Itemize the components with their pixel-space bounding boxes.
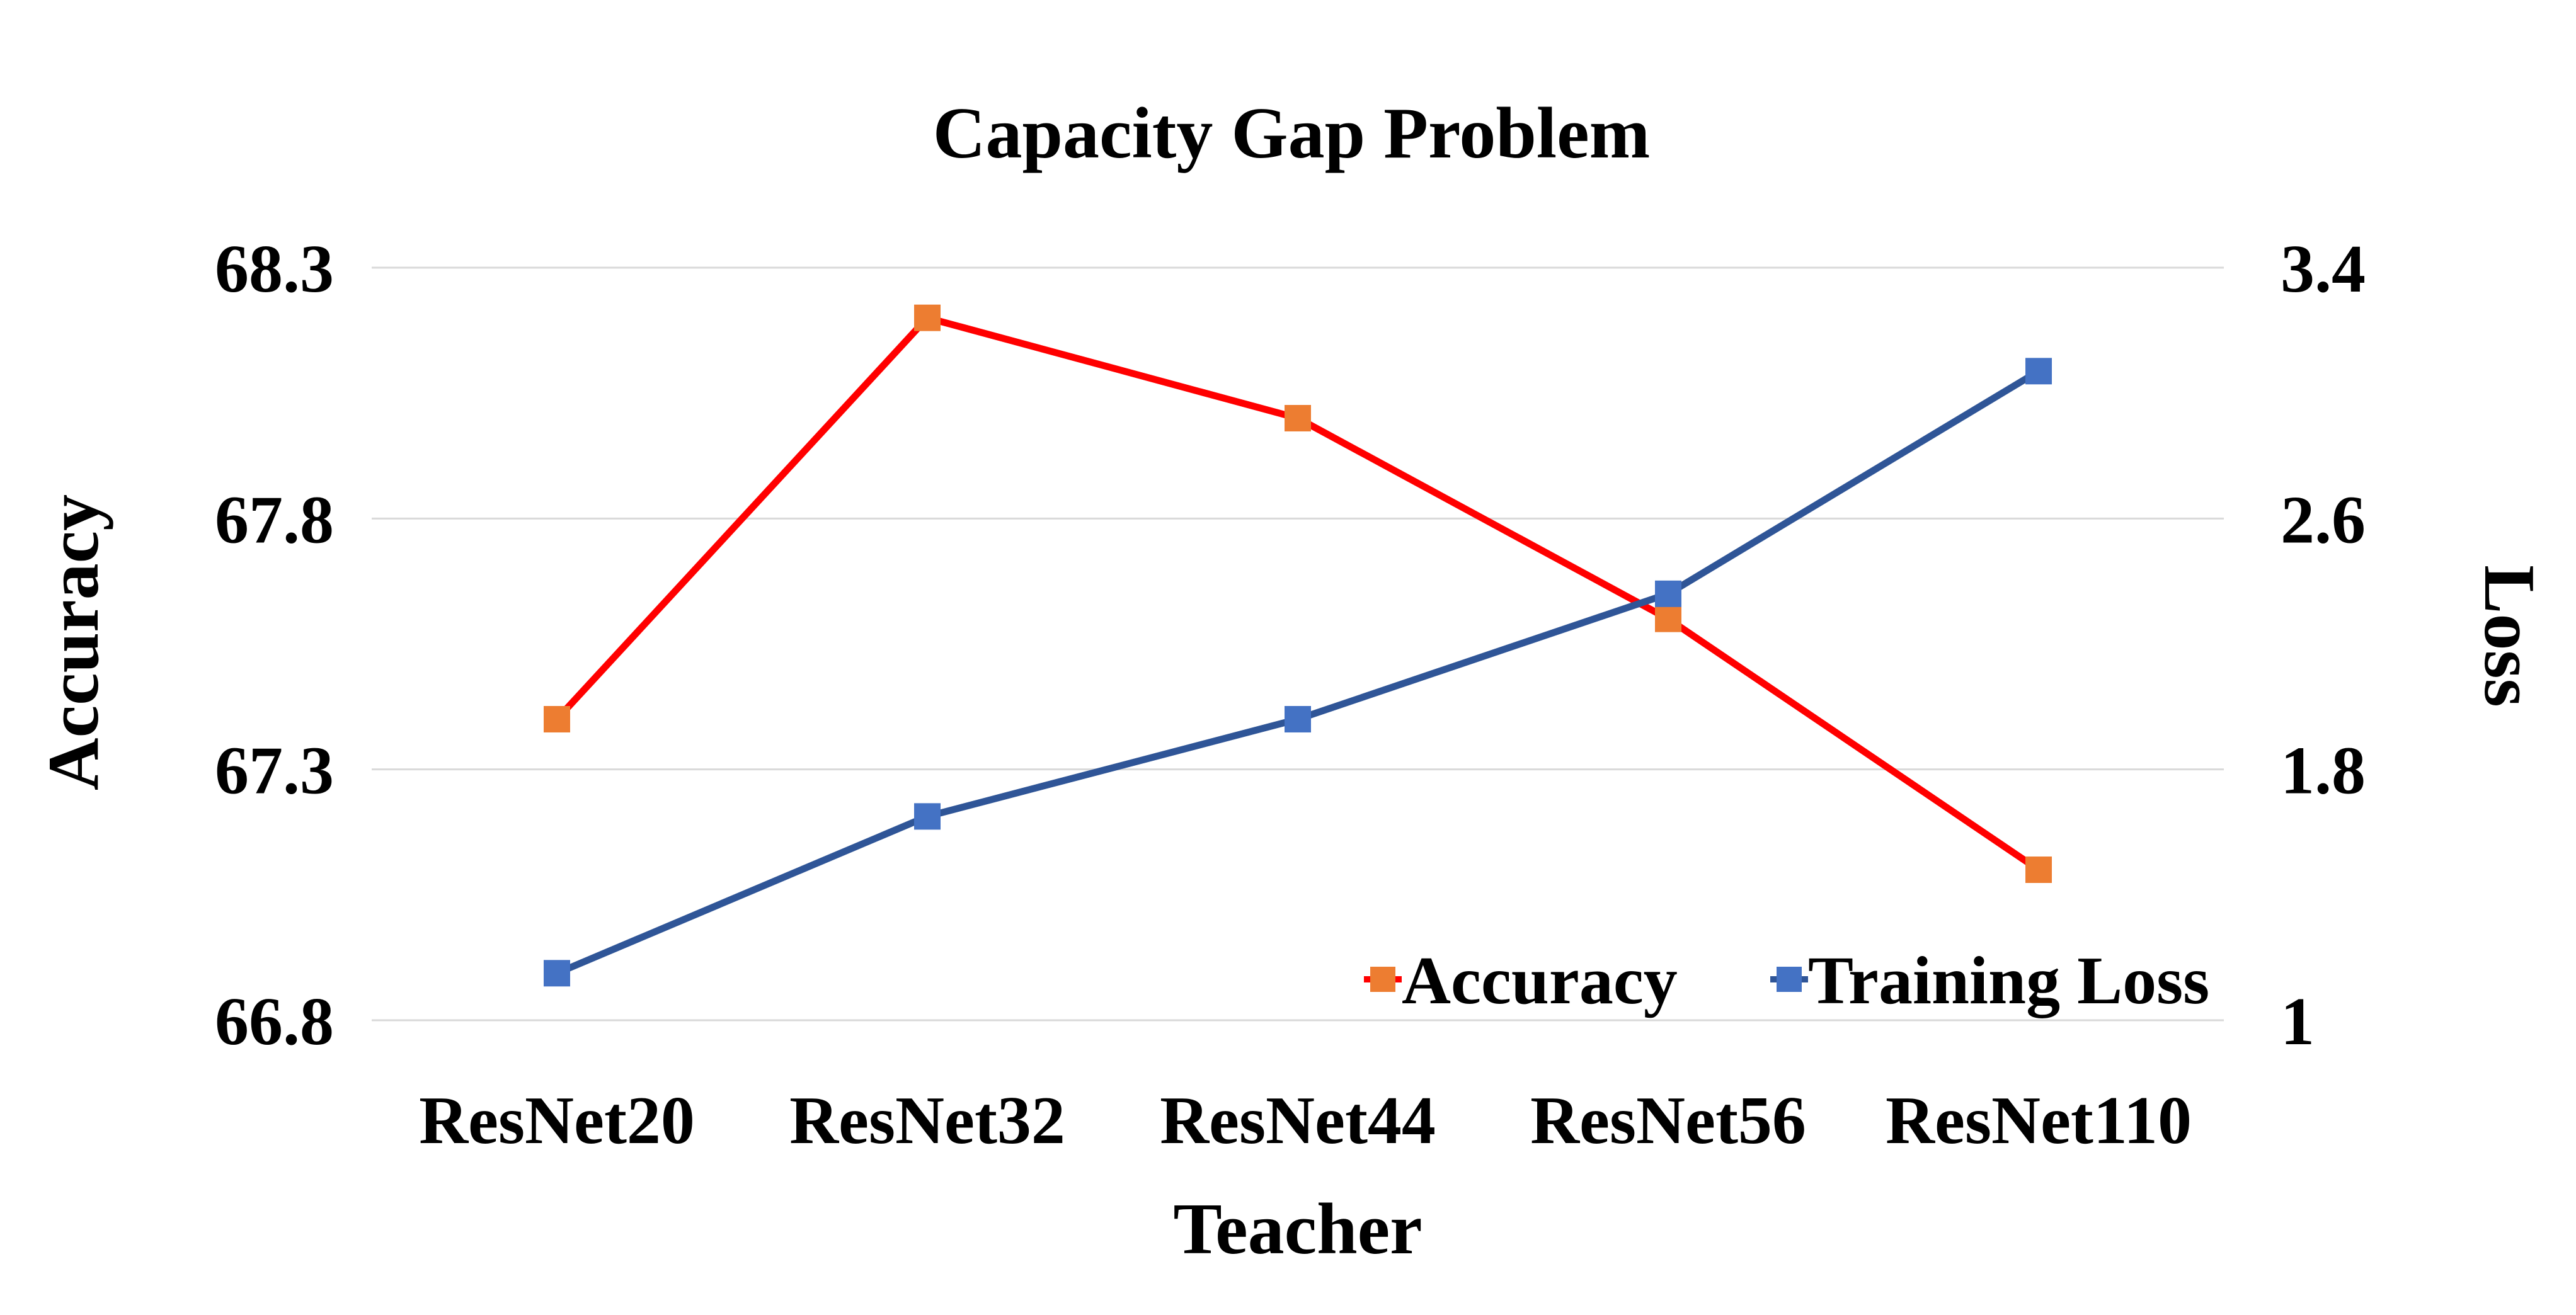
x-tick-label: ResNet110 [1886, 1083, 2192, 1158]
series-training-loss [544, 358, 2052, 987]
x-tick-label: ResNet32 [789, 1083, 1065, 1158]
legend-label: Accuracy [1402, 943, 1678, 1018]
data-point [1655, 580, 1681, 607]
x-tick-label: ResNet20 [419, 1083, 695, 1158]
y2-tick-label: 1.8 [2281, 734, 2366, 809]
data-point [1655, 605, 1681, 632]
x-axis-label: Teacher [1173, 1189, 1422, 1270]
y-tick-label: 66.8 [215, 984, 334, 1059]
data-point [544, 960, 570, 987]
data-point [914, 803, 941, 830]
series-line [555, 368, 2041, 977]
y2-axis-label: Loss [2469, 565, 2550, 707]
x-tick-label: ResNet56 [1530, 1083, 1806, 1158]
data-point [544, 706, 570, 732]
legend-marker [1777, 967, 1802, 992]
y-tick-label: 67.3 [215, 734, 334, 809]
y-tick-label: 68.3 [215, 232, 334, 307]
data-point [1285, 706, 1311, 732]
gridlines [372, 266, 2224, 1022]
series-accuracy [544, 304, 2052, 883]
y-axis-label: Accuracy [33, 494, 114, 790]
y2-tick-label: 3.4 [2281, 232, 2366, 307]
y2-tick-label: 1 [2281, 984, 2315, 1059]
legend: Accuracy Training Loss [1364, 943, 2209, 1018]
left-axis-ticks: 66.8 67.3 67.8 68.3 [215, 232, 334, 1059]
y-tick-label: 67.8 [215, 482, 334, 557]
legend-item: Accuracy [1364, 943, 1678, 1018]
right-axis-ticks: 1 1.8 2.6 3.4 [2281, 232, 2366, 1059]
series-layer [544, 304, 2052, 987]
legend-label: Training Loss [1808, 943, 2209, 1018]
y2-tick-label: 2.6 [2281, 482, 2366, 557]
x-tick-label: ResNet44 [1160, 1083, 1436, 1158]
series-line [554, 314, 2041, 873]
data-point [2025, 857, 2052, 883]
data-point [914, 304, 941, 331]
data-point [1285, 405, 1311, 431]
data-point [2025, 358, 2052, 385]
legend-item: Training Loss [1770, 943, 2209, 1018]
chart-title: Capacity Gap Problem [933, 93, 1650, 174]
x-axis-tick-labels: ResNet20 ResNet32 ResNet44 ResNet56 ResNet11… [419, 1083, 2192, 1158]
legend-marker [1370, 967, 1395, 992]
